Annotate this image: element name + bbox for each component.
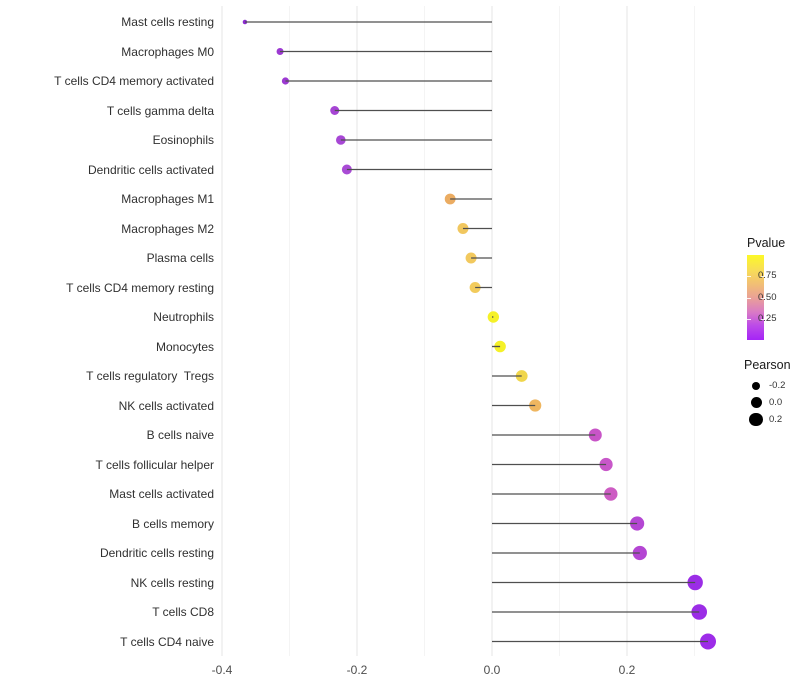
category-label: Mast cells resting xyxy=(121,15,214,29)
pearson-legend-item: 0.2 xyxy=(744,411,800,428)
category-label: Neutrophils xyxy=(153,310,214,324)
pearson-size-dot xyxy=(752,381,760,390)
pvalue-colorbar-tick-mark xyxy=(760,276,764,278)
category-label: Eosinophils xyxy=(152,133,214,147)
pvalue-colorbar xyxy=(747,255,764,340)
category-label: T cells gamma delta xyxy=(106,103,214,118)
category-label: Macrophages M1 xyxy=(121,192,214,206)
category-label: Plasma cells xyxy=(146,251,214,265)
x-tick-label: -0.4 xyxy=(211,663,233,677)
category-label: Dendritic cells activated xyxy=(87,162,214,177)
pearson-size-dot xyxy=(750,397,762,408)
pvalue-colorbar-tick-mark xyxy=(760,318,764,320)
category-label: T cells regulatory Tregs xyxy=(86,369,214,383)
category-label: Monocytes xyxy=(155,339,214,354)
pvalue-tick-label: 0.75 xyxy=(758,270,777,282)
category-label: Dendritic cells resting xyxy=(99,546,214,560)
lollipop-dot xyxy=(632,545,647,561)
pearson-legend-title: Pearson xyxy=(744,358,791,372)
category-label: B cells naive xyxy=(146,428,214,442)
category-label: Macrophages M0 xyxy=(121,44,214,59)
pearson-item-label: -0.2 xyxy=(769,380,786,391)
pvalue-colorbar-tick-mark xyxy=(747,318,751,320)
legend: Pvalue 0.75 0.50 0.25 Pearson -0.2 0.0 0.2 xyxy=(736,234,800,454)
pvalue-tick-label: 0.50 xyxy=(758,291,777,303)
category-label: T cells CD8 xyxy=(152,605,214,619)
pearson-item-label: 0.0 xyxy=(769,397,783,408)
lollipop-dot xyxy=(599,457,613,472)
pearson-legend-item: -0.2 xyxy=(744,377,800,394)
pvalue-tick-label: 0.25 xyxy=(758,312,777,324)
category-label: B cells memory xyxy=(131,516,214,531)
lollipop-dot xyxy=(529,399,542,412)
pvalue-legend-title: Pvalue xyxy=(747,236,786,250)
category-label: T cells CD4 memory resting xyxy=(66,280,214,295)
category-label: Macrophages M2 xyxy=(121,221,214,236)
category-label: T cells CD4 memory activated xyxy=(54,74,214,88)
x-tick-label: -0.2 xyxy=(346,663,368,677)
pearson-item-label: 0.2 xyxy=(769,414,783,425)
category-label: NK cells resting xyxy=(130,575,214,590)
x-tick-label: 0.2 xyxy=(618,663,636,677)
category-label: Mast cells activated xyxy=(109,487,214,501)
x-tick-label: 0.0 xyxy=(483,663,501,677)
pearson-legend-item: 0.0 xyxy=(744,394,800,411)
pvalue-colorbar-tick-mark xyxy=(760,297,764,299)
category-label: NK cells activated xyxy=(118,398,214,413)
pvalue-colorbar-tick-mark xyxy=(747,297,751,299)
category-label: T cells follicular helper xyxy=(95,457,215,472)
pvalue-colorbar-tick-mark xyxy=(747,276,751,278)
pearson-size-dot xyxy=(749,412,763,427)
category-label: T cells CD4 naive xyxy=(120,634,214,649)
